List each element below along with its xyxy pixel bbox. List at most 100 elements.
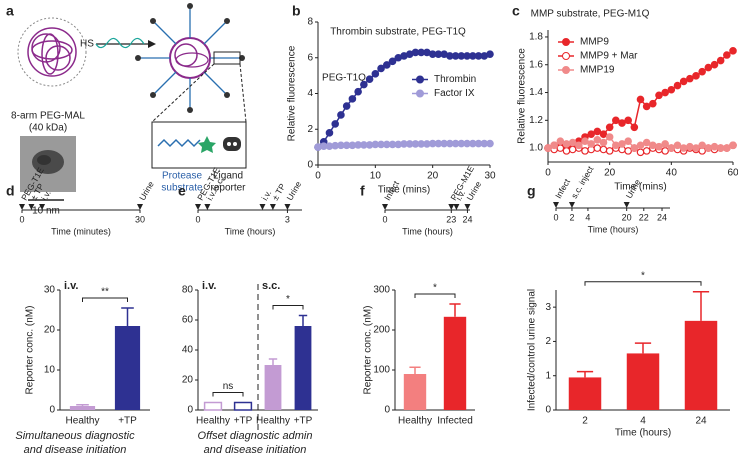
data-point	[360, 80, 368, 89]
data-point	[337, 111, 345, 119]
data-point	[729, 47, 737, 55]
significance-bracket	[272, 305, 304, 310]
data-point	[599, 145, 608, 154]
timeline-tick-label: 0	[382, 214, 387, 224]
timeline-label: Time (hours)	[588, 224, 639, 234]
timeline-tick-label: 0	[19, 214, 24, 224]
x-axis-label: Time (hours)	[615, 428, 671, 439]
x-tick-label: 20	[604, 168, 616, 179]
event-label: Urine	[284, 179, 303, 202]
timeline-tick-label: 24	[657, 212, 667, 222]
significance-bracket	[212, 392, 244, 397]
data-point	[655, 91, 663, 100]
data-point	[692, 144, 700, 152]
data-point	[587, 130, 595, 139]
panel-a: a HS Protease su	[6, 3, 247, 217]
bar	[264, 365, 282, 410]
x-tick-label: +TP	[118, 416, 137, 427]
bar	[294, 326, 312, 410]
data-point	[612, 141, 620, 150]
bar	[403, 374, 427, 410]
y-tick-label: 1.8	[529, 32, 543, 43]
data-point	[723, 144, 731, 152]
data-point	[581, 137, 589, 145]
data-point	[630, 123, 639, 132]
x-tick-label: 10	[370, 171, 382, 182]
y-tick-label: 1.6	[529, 59, 543, 70]
bar	[69, 406, 96, 410]
data-point	[599, 130, 608, 139]
x-tick-label: +TP	[294, 416, 313, 427]
data-point	[667, 85, 676, 94]
data-point	[636, 95, 645, 104]
event-marker	[39, 204, 46, 210]
significance-label: *	[286, 294, 290, 305]
panel-letter: d	[6, 183, 15, 199]
timeline-tick-label: 2	[569, 212, 574, 222]
data-point	[331, 120, 340, 128]
data-point	[382, 61, 391, 69]
data-point	[661, 140, 669, 148]
event-label: i.v.	[453, 188, 467, 202]
data-point	[365, 75, 374, 84]
data-point	[642, 102, 651, 111]
data-point	[704, 144, 713, 152]
y-tick-label: 8	[307, 17, 313, 28]
y-tick-label: 10	[44, 365, 56, 376]
data-point	[593, 127, 602, 136]
data-point	[618, 140, 626, 148]
reporter-label: reporter	[210, 183, 246, 194]
timeline-label: Time (minutes)	[51, 226, 111, 236]
significance-label: *	[433, 283, 437, 294]
legend-marker	[562, 52, 570, 60]
bar	[626, 353, 660, 410]
data-point	[605, 147, 614, 155]
caption: Simultaneous diagnostic	[15, 430, 135, 442]
y-tick-label: 3	[545, 302, 551, 313]
y-tick-label: 0	[187, 405, 193, 416]
data-point	[630, 144, 639, 152]
significance-label: ns	[223, 381, 234, 392]
timeline-tick-label: 4	[585, 212, 590, 222]
data-point	[716, 56, 725, 65]
event-marker	[453, 204, 460, 210]
event-label: i.v.	[39, 188, 53, 202]
error-bar	[692, 290, 710, 321]
y-tick-label: 4	[307, 88, 313, 99]
x-tick-label: 0	[545, 168, 551, 179]
timeline-tick-label: 3	[285, 214, 290, 224]
data-point	[624, 116, 632, 125]
significance-label: *	[641, 270, 645, 281]
error-bar	[634, 342, 652, 354]
data-point	[655, 142, 663, 151]
data-point	[618, 119, 626, 127]
timeline-tick-label: 22	[639, 212, 649, 222]
data-point	[587, 140, 595, 148]
data-point	[377, 64, 385, 73]
scale-bar-label: 10 nm	[32, 206, 60, 217]
x-tick-label: Healthy	[256, 416, 290, 427]
event-marker	[259, 204, 266, 210]
event-marker	[284, 204, 291, 210]
error-bar	[76, 404, 89, 406]
event-marker	[137, 204, 143, 210]
error-bar	[268, 358, 278, 365]
legend-label: MMP9	[580, 37, 609, 48]
bar	[443, 316, 467, 410]
data-point	[679, 144, 688, 152]
data-point	[710, 60, 719, 69]
y-tick-label: 30	[44, 285, 56, 296]
data-point	[605, 123, 614, 132]
chart-title: Thrombin substrate, PEG-T1Q	[330, 27, 466, 38]
data-point	[649, 141, 657, 150]
event-marker	[19, 204, 25, 210]
bar	[233, 401, 253, 411]
event-marker	[568, 202, 575, 208]
thiol-arrow	[95, 37, 156, 49]
substrate-label: Protease	[162, 171, 202, 182]
data-point	[698, 67, 706, 76]
data-point	[679, 77, 688, 86]
conjugate	[135, 3, 247, 123]
bar	[568, 377, 602, 410]
significance-bracket	[414, 293, 456, 298]
